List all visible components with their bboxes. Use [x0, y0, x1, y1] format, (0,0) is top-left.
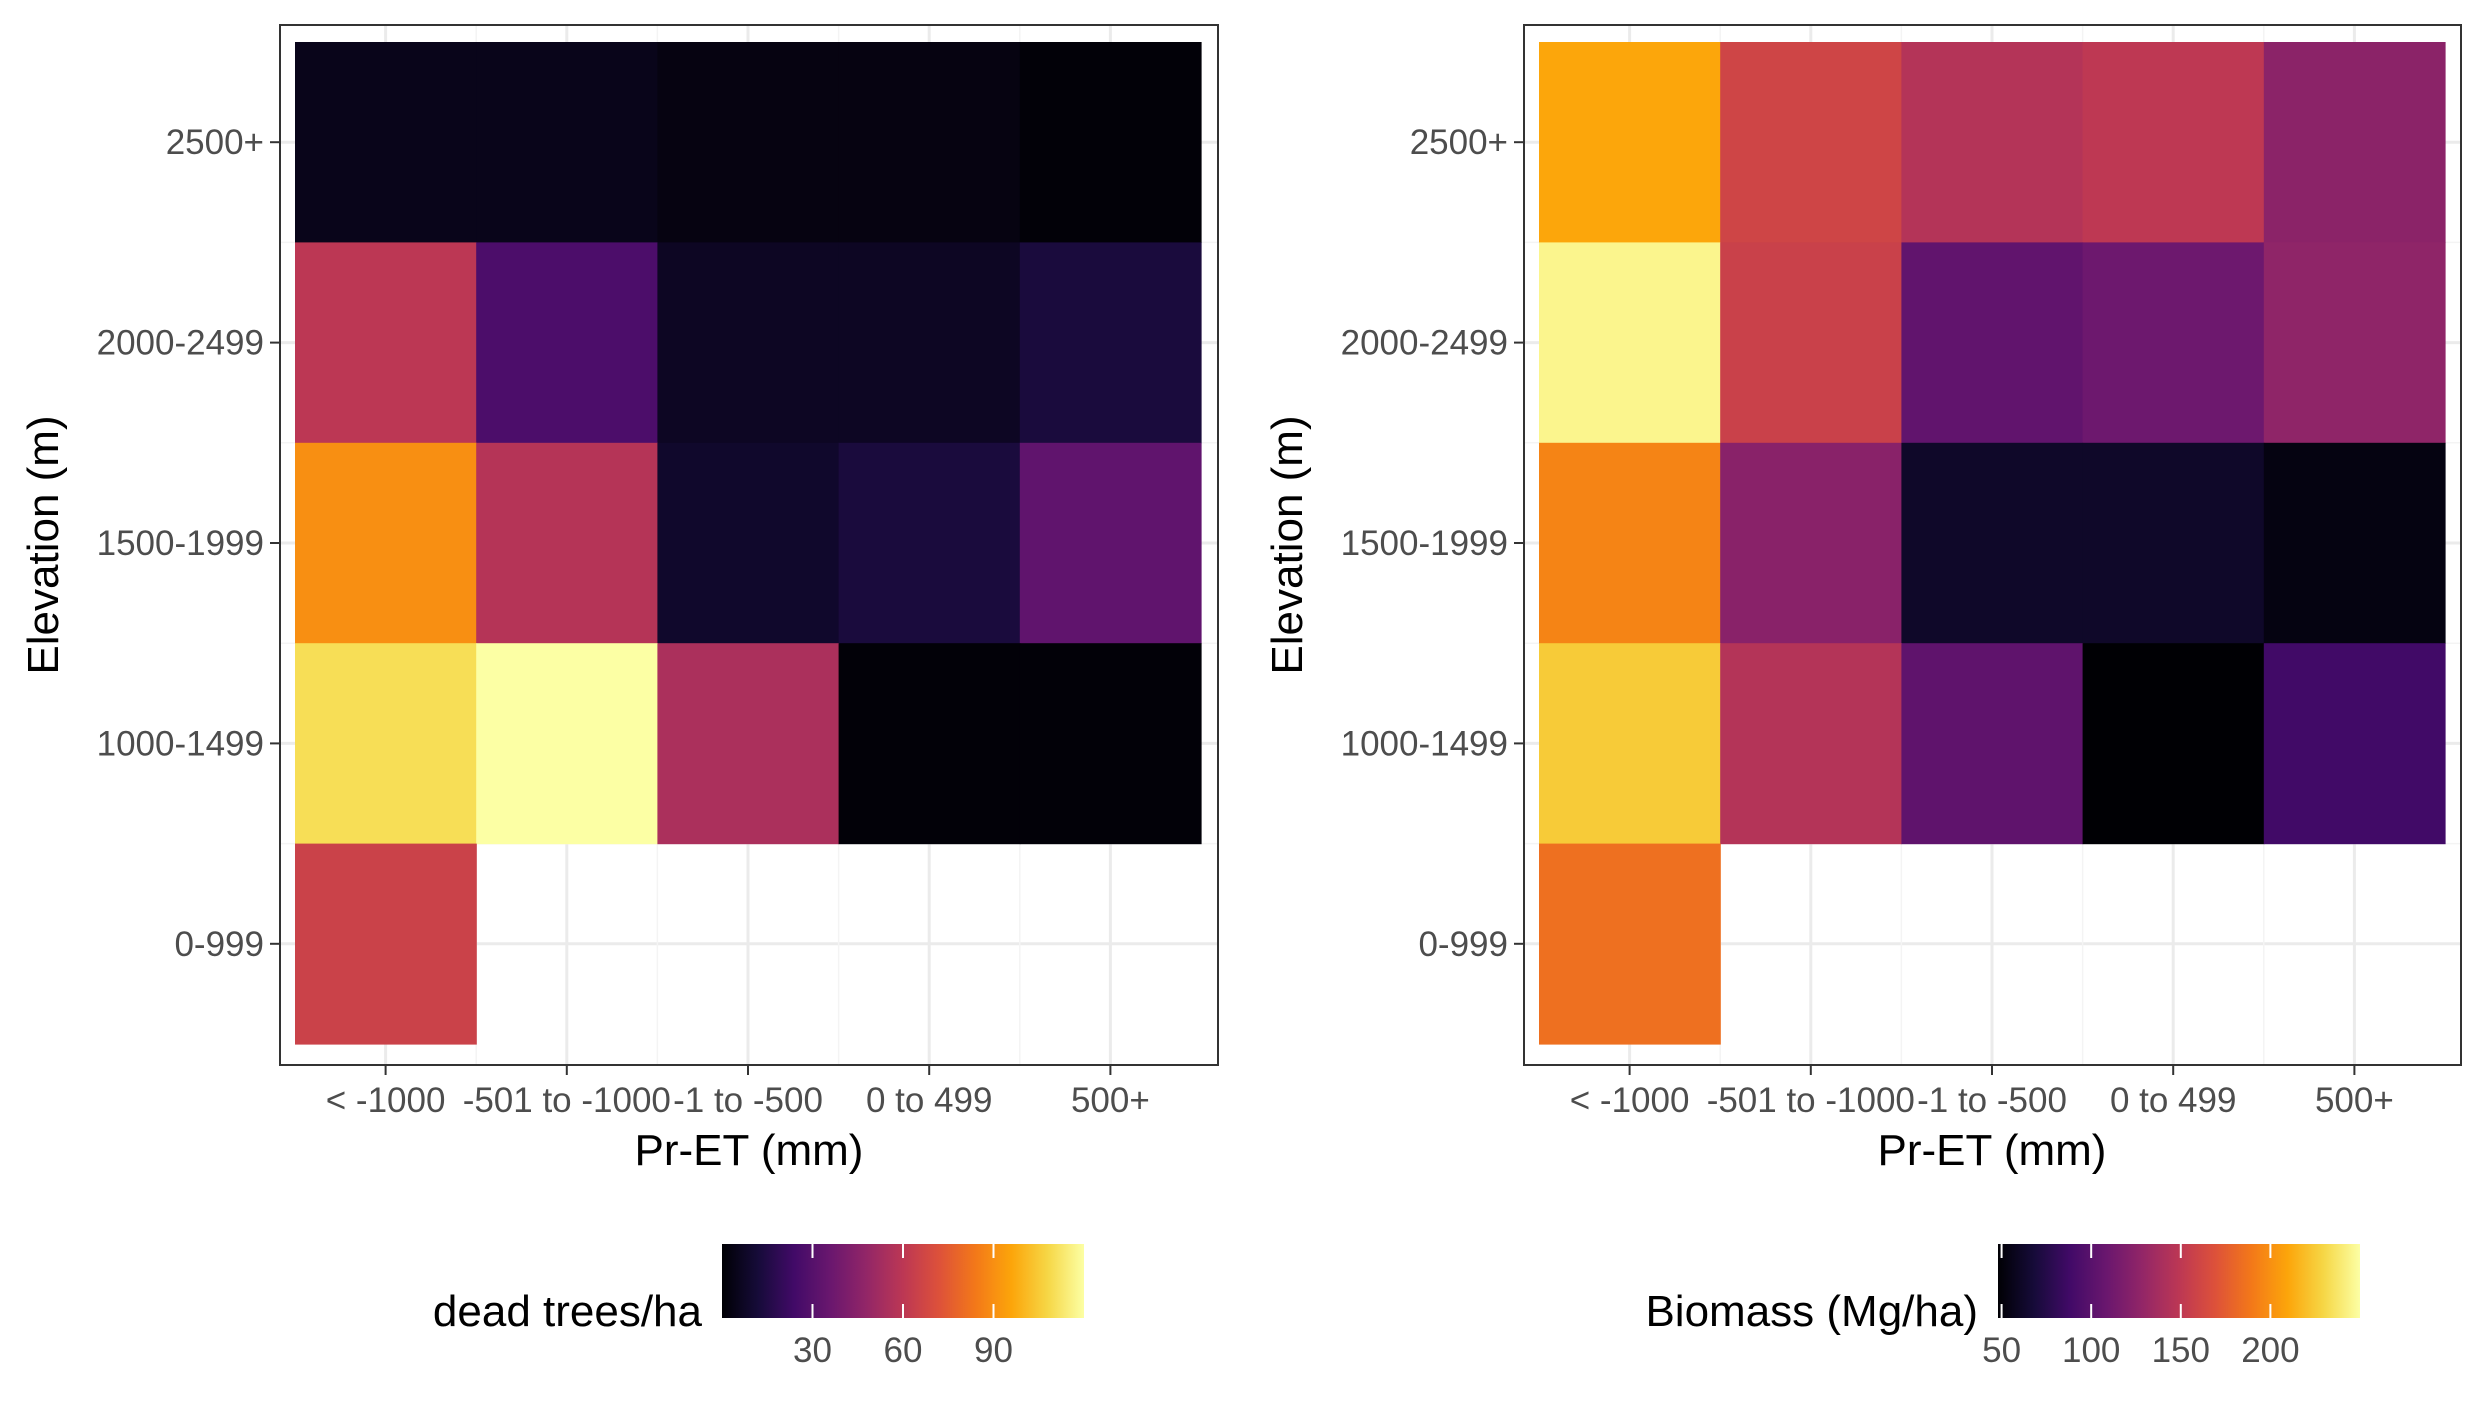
- heatmap-cell: [1019, 442, 1202, 644]
- legend: Biomass (Mg/ha) 50 100 150 200: [1645, 1244, 2360, 1370]
- heatmap-cell: [2082, 643, 2265, 845]
- y-axis: 0-999 1000-1499 1500-1999 2000-2499 2500+: [97, 123, 280, 964]
- y-tick-label: 0-999: [1418, 925, 1508, 964]
- heatmap-cell: [476, 242, 658, 444]
- heatmap-cell: [2263, 643, 2446, 845]
- x-axis-title: Pr-ET (mm): [635, 1126, 864, 1175]
- legend-ticks: 30 60 90: [793, 1244, 1013, 1370]
- dead-trees-panel: 0-999 1000-1499 1500-1999 2000-2499 2500+ < …: [19, 24, 1219, 1370]
- heatmap-cell: [1720, 643, 1902, 845]
- y-axis-title: Elevation (m): [1263, 415, 1312, 674]
- heatmap-cell: [476, 42, 658, 243]
- x-axis: < -1000 -501 to -1000 -1 to -500 0 to 499 50…: [326, 1065, 1150, 1120]
- heatmap-cell: [2082, 442, 2265, 644]
- heatmap-cell: [476, 442, 658, 644]
- x-tick-label: 0 to 499: [2110, 1081, 2237, 1120]
- biomass-panel: 0-999 1000-1499 1500-1999 2000-2499 2500+ < …: [1263, 24, 2462, 1370]
- heatmap-cell: [1720, 242, 1902, 444]
- y-tick-label: 1000-1499: [97, 724, 264, 763]
- heatmap-cell: [1901, 42, 2084, 243]
- x-tick-label: -1 to -500: [673, 1081, 823, 1120]
- heatmap-cell: [2082, 242, 2265, 444]
- legend-tick-label: 200: [2241, 1331, 2299, 1370]
- heatmap-cell: [1901, 442, 2084, 644]
- x-tick-label: -1 to -500: [1917, 1081, 2067, 1120]
- heatmap-cell: [1539, 242, 1721, 444]
- legend-tick-label: 100: [2062, 1331, 2120, 1370]
- legend-title: Biomass (Mg/ha): [1645, 1287, 1978, 1336]
- heatmap-cell: [1019, 242, 1202, 444]
- legend-ticks: 50 100 150 200: [1982, 1244, 2300, 1370]
- heatmap-cell: [1720, 42, 1902, 243]
- legend-tick-label: 150: [2152, 1331, 2210, 1370]
- heatmap-cell: [1019, 643, 1202, 845]
- y-tick-label: 1000-1499: [1341, 724, 1508, 763]
- legend-tick-label: 90: [974, 1331, 1013, 1370]
- heatmap-cell: [838, 643, 1021, 845]
- heatmap-cell: [657, 643, 840, 845]
- heatmap-cell: [295, 42, 477, 243]
- legend-tick-label: 30: [793, 1331, 832, 1370]
- heatmap-cell: [657, 42, 840, 243]
- x-axis-title: Pr-ET (mm): [1878, 1126, 2107, 1175]
- heatmap-cell: [295, 843, 477, 1045]
- y-tick-label: 2000-2499: [1341, 324, 1508, 363]
- heatmap-cell: [295, 442, 477, 644]
- y-axis: 0-999 1000-1499 1500-1999 2000-2499 2500+: [1341, 123, 1524, 964]
- heatmap-cell: [657, 442, 840, 644]
- heatmap-cell: [1539, 42, 1721, 243]
- heatmap-cells: [1539, 42, 2446, 1045]
- heatmap-cell: [1539, 643, 1721, 845]
- heatmap-cell: [1901, 242, 2084, 444]
- heatmap-cell: [1539, 843, 1721, 1045]
- y-tick-label: 2000-2499: [97, 324, 264, 363]
- x-tick-label: -501 to -1000: [1707, 1081, 1915, 1120]
- heatmap-cell: [838, 42, 1021, 243]
- heatmap-cell: [1019, 42, 1202, 243]
- heatmap-cell: [2263, 42, 2446, 243]
- y-tick-label: 0-999: [174, 925, 264, 964]
- x-tick-label: -501 to -1000: [463, 1081, 671, 1120]
- heatmap-cell: [295, 643, 477, 845]
- y-tick-label: 2500+: [1410, 123, 1508, 162]
- legend-tick-label: 50: [1982, 1331, 2021, 1370]
- legend-title: dead trees/ha: [433, 1287, 703, 1336]
- legend: dead trees/ha 30 60 90: [433, 1244, 1084, 1370]
- heatmap-cell: [476, 643, 658, 845]
- y-tick-label: 1500-1999: [97, 524, 264, 563]
- heatmap-cell: [657, 242, 840, 444]
- y-tick-label: 2500+: [166, 123, 264, 162]
- heatmap-cell: [2263, 242, 2446, 444]
- legend-tick-label: 60: [884, 1331, 923, 1370]
- x-tick-label: < -1000: [1570, 1081, 1690, 1120]
- x-tick-label: < -1000: [326, 1081, 446, 1120]
- x-tick-label: 500+: [1071, 1081, 1150, 1120]
- x-axis: < -1000 -501 to -1000 -1 to -500 0 to 499 50…: [1570, 1065, 2394, 1120]
- heatmap-cell: [2263, 442, 2446, 644]
- x-tick-label: 500+: [2315, 1081, 2394, 1120]
- heatmap-cell: [2082, 42, 2265, 243]
- heatmap-cell: [1720, 442, 1902, 644]
- heatmap-cell: [838, 242, 1021, 444]
- heatmap-cell: [1539, 442, 1721, 644]
- y-axis-title: Elevation (m): [19, 415, 68, 674]
- heatmap-cells: [295, 42, 1202, 1045]
- heatmap-cell: [295, 242, 477, 444]
- legend-colorbar: [1998, 1244, 2360, 1318]
- heatmap-cell: [1901, 643, 2084, 845]
- x-tick-label: 0 to 499: [866, 1081, 993, 1120]
- heatmap-cell: [838, 442, 1021, 644]
- y-tick-label: 1500-1999: [1341, 524, 1508, 563]
